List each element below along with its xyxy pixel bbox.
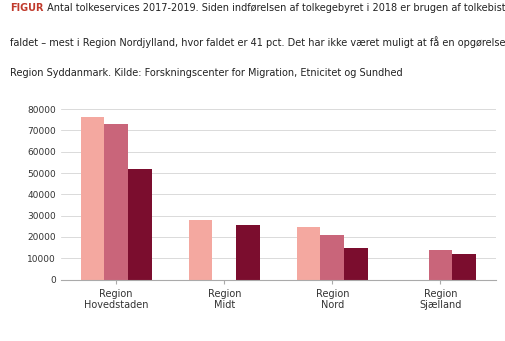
Bar [104, 124, 128, 280]
Bar [343, 248, 367, 280]
Text: faldet – mest i Region Nordjylland, hvor faldet er 41 pct. Det har ikke været mu: faldet – mest i Region Nordjylland, hvor… [10, 36, 505, 48]
Text: Region Syddanmark. Kilde: Forskningscenter for Migration, Etnicitet og Sundhed: Region Syddanmark. Kilde: Forskningscent… [10, 68, 402, 78]
Bar [80, 117, 104, 280]
Text: FIGUR: FIGUR [10, 3, 43, 13]
Text: Antal tolkeservices 2017-2019. Siden indførelsen af tolkegebyret i 2018 er bruge: Antal tolkeservices 2017-2019. Siden ind… [43, 3, 505, 13]
Bar [128, 169, 152, 280]
Bar [296, 227, 320, 280]
Bar [188, 220, 212, 280]
Bar [428, 250, 451, 280]
Bar [451, 254, 475, 280]
Legend: 2017, 2018, 2019: 2017, 2018, 2019 [268, 339, 401, 341]
Bar [236, 225, 260, 280]
Bar [320, 235, 343, 280]
